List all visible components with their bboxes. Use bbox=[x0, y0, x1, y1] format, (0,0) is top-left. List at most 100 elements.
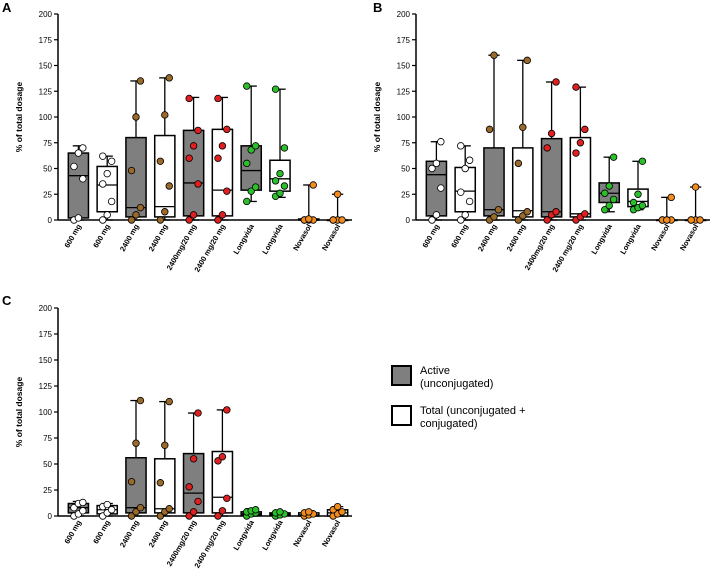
data-point bbox=[638, 157, 647, 165]
data-point bbox=[161, 441, 169, 449]
data-point bbox=[79, 498, 87, 507]
data-point bbox=[605, 201, 613, 210]
data-point bbox=[214, 94, 222, 103]
x-tick-label: 600 mg bbox=[62, 222, 83, 249]
box-600-mg-active bbox=[425, 138, 448, 224]
box-2400-mg-active bbox=[125, 77, 147, 224]
data-point bbox=[523, 208, 531, 216]
x-tick-label: Longvida bbox=[618, 222, 643, 256]
box-longvida-active bbox=[598, 153, 621, 214]
y-tick-label: 200 bbox=[39, 10, 53, 19]
data-point bbox=[189, 455, 198, 463]
data-point bbox=[218, 507, 227, 515]
x-tick-label: 2400 mg bbox=[118, 518, 141, 549]
box-2400-mg-total bbox=[511, 56, 534, 224]
x-tick-label: Novasol bbox=[320, 519, 342, 549]
y-tick-label: 25 bbox=[401, 190, 410, 199]
box-longvida-total bbox=[627, 157, 649, 214]
legend-active-swatch bbox=[391, 365, 412, 386]
data-point bbox=[136, 503, 145, 512]
data-point bbox=[251, 506, 260, 514]
x-tick-label: 2400 mg bbox=[476, 222, 499, 253]
y-tick-label: 125 bbox=[39, 87, 53, 96]
box-2400-mg-active bbox=[483, 51, 505, 224]
panel-letter: A bbox=[2, 0, 12, 15]
y-tick-label: 175 bbox=[39, 36, 53, 45]
y-axis-label: % of total dosage bbox=[372, 82, 382, 153]
data-point bbox=[663, 216, 671, 224]
data-point bbox=[136, 77, 145, 85]
legend-total-label-2: conjugated) bbox=[420, 418, 478, 430]
data-point bbox=[194, 497, 202, 506]
data-point bbox=[280, 144, 289, 152]
data-point bbox=[667, 193, 675, 202]
box-600-mg-total bbox=[96, 152, 119, 224]
data-point bbox=[428, 216, 436, 224]
iqr-box bbox=[125, 136, 147, 218]
data-point bbox=[103, 500, 111, 509]
data-point bbox=[461, 164, 469, 173]
box-novasol-total bbox=[655, 193, 678, 224]
data-point bbox=[247, 146, 255, 154]
data-point bbox=[185, 483, 193, 491]
panel-letter: B bbox=[373, 0, 382, 15]
data-point bbox=[338, 216, 346, 224]
panel-c: C % of total dosage 0 25 50 75 100 125 150 175 200… bbox=[2, 293, 352, 570]
y-tick-label: 150 bbox=[39, 62, 53, 71]
data-point bbox=[99, 152, 107, 160]
data-point bbox=[634, 190, 642, 198]
y-tick-label: 150 bbox=[397, 62, 411, 71]
y-tick-label: 25 bbox=[43, 190, 52, 199]
data-point bbox=[333, 502, 342, 511]
data-point bbox=[523, 56, 531, 65]
panel-a: A % of total dosage 0 25 50 75 100 125 150 175 200… bbox=[2, 0, 352, 274]
data-point bbox=[280, 182, 289, 190]
data-point bbox=[136, 396, 145, 405]
data-point bbox=[572, 149, 580, 157]
iqr-box bbox=[125, 457, 147, 514]
iqr-box bbox=[153, 134, 176, 218]
y-tick-label: 100 bbox=[39, 113, 53, 122]
x-tick-label: Novasol bbox=[291, 223, 313, 253]
data-point bbox=[437, 184, 445, 192]
data-point bbox=[214, 216, 222, 224]
data-point bbox=[605, 182, 613, 190]
iqr-box bbox=[569, 136, 592, 218]
data-point bbox=[223, 187, 231, 195]
data-point bbox=[189, 142, 198, 150]
x-tick-label: 2400 mg bbox=[118, 222, 141, 253]
y-tick-label: 175 bbox=[397, 36, 411, 45]
data-point bbox=[243, 82, 251, 90]
data-point bbox=[189, 211, 198, 219]
x-tick-label: 600 mg bbox=[91, 518, 112, 545]
panel-b: B % of total dosage 0 25 50 75 100 125 150 175 200… bbox=[372, 0, 710, 274]
data-point bbox=[494, 205, 503, 214]
x-tick-label: Novasol bbox=[649, 223, 671, 253]
x-tick-label: 600 mg bbox=[420, 222, 441, 249]
data-point bbox=[156, 216, 165, 224]
data-point bbox=[189, 508, 198, 516]
data-point bbox=[136, 203, 145, 212]
data-point bbox=[103, 169, 111, 178]
x-tick-label: Novasol bbox=[678, 223, 700, 253]
data-point bbox=[107, 197, 116, 206]
data-point bbox=[74, 214, 83, 222]
data-point bbox=[127, 166, 136, 175]
data-point bbox=[218, 142, 227, 150]
data-point bbox=[156, 157, 165, 165]
data-point bbox=[581, 210, 589, 218]
data-point bbox=[601, 189, 609, 197]
data-point bbox=[271, 85, 280, 93]
legend-total-label-1: Total (unconjugated + bbox=[420, 405, 526, 417]
y-tick-label: 50 bbox=[401, 165, 410, 174]
panel-letter: C bbox=[2, 293, 12, 308]
x-tick-label: Longvida bbox=[589, 222, 614, 256]
box-600-mg-active bbox=[67, 498, 90, 520]
legend: Active (unconjugated) Total (unconjugate… bbox=[391, 365, 526, 430]
data-point bbox=[194, 126, 202, 135]
data-point bbox=[581, 125, 589, 134]
data-point bbox=[107, 157, 116, 165]
x-tick-label: Novasol bbox=[320, 223, 342, 253]
data-point bbox=[132, 439, 140, 447]
data-point bbox=[461, 211, 469, 219]
